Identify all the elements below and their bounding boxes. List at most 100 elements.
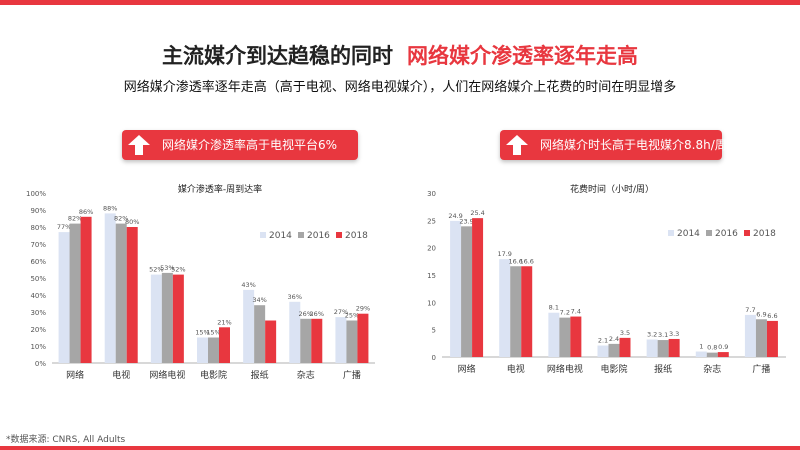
category-label: 广播: [752, 363, 770, 375]
bar-2018: [472, 218, 484, 357]
data-label: 86%: [79, 208, 93, 216]
data-label: 7.4: [571, 308, 581, 316]
bar-2014: [744, 314, 756, 357]
data-label: 52%: [149, 266, 163, 274]
page-title: 主流媒介到达趋稳的同时 网络媒介渗透率逐年走高: [0, 40, 800, 70]
data-label: 8.1: [549, 304, 559, 312]
y-tick-label: 20%: [30, 326, 46, 334]
category-label: 网络电视: [149, 369, 185, 381]
data-label: 52%: [171, 266, 185, 274]
bar-2018: [265, 320, 277, 363]
data-label: 3.2: [647, 331, 657, 339]
data-label: 3.5: [620, 329, 630, 337]
bar-2016: [510, 266, 522, 357]
bar-2014: [450, 220, 462, 357]
legend-swatch-2016: [298, 232, 304, 238]
category-label: 报纸: [251, 369, 269, 381]
banner-background: [500, 130, 722, 160]
time-spent-chart: 花费时间（小时/周） 0 5 10 15 20 25 30 24.923.925.4 网络 17.9…: [427, 183, 786, 375]
bar-2014: [335, 317, 347, 363]
bar-2016: [755, 319, 767, 357]
legend-label: 2018: [753, 229, 776, 239]
y-tick-label: 5: [432, 327, 436, 335]
data-label: 25%: [345, 312, 359, 320]
data-label: 16.6: [508, 257, 522, 265]
up-arrow-icon: [128, 135, 150, 155]
y-tick-label: 40%: [30, 292, 46, 300]
bar-2016: [559, 317, 571, 357]
data-label: 25.4: [470, 209, 484, 217]
data-label: 15%: [195, 329, 209, 337]
category-label: 报纸: [654, 363, 672, 375]
legend-label: 2016: [307, 231, 330, 241]
bar-2016: [461, 226, 473, 357]
bar-2014: [58, 232, 70, 363]
y-tick-label: 60%: [30, 258, 46, 266]
data-label: 7.7: [745, 306, 755, 314]
bar-2016: [254, 305, 266, 363]
data-label: 34%: [252, 296, 266, 304]
chart-title: 媒介渗透率-周到达率: [178, 183, 262, 195]
title-main: 主流媒介到达趋稳的同时: [162, 44, 393, 68]
category-label: 杂志: [703, 363, 721, 375]
y-tick-label: 15: [427, 272, 436, 280]
bar-2018: [570, 316, 582, 357]
bar-2014: [150, 274, 162, 363]
legend-swatch-2018: [336, 232, 342, 238]
data-label: 26%: [310, 310, 324, 318]
data-label: 26%: [299, 310, 313, 318]
data-label: 23.9: [459, 217, 473, 225]
bar-2014: [243, 289, 255, 363]
data-label: 43%: [241, 281, 255, 289]
category-label: 电视: [112, 369, 130, 381]
bar-2016: [161, 272, 173, 363]
data-label: 82%: [68, 215, 82, 223]
category-label: 电影院: [200, 369, 227, 381]
banner-time: 网络媒介时长高于电视媒介8.8h/周: [500, 130, 727, 160]
bar-2018: [172, 274, 184, 363]
bar-2014: [646, 339, 658, 357]
data-label: 16.6: [519, 257, 533, 265]
category-label: 电影院: [600, 363, 627, 375]
legend-label: 2018: [345, 231, 368, 241]
data-label: 77%: [57, 223, 71, 231]
category-label: 网络: [66, 369, 84, 381]
data-label: 6.9: [756, 310, 766, 318]
up-arrow-icon: [506, 135, 528, 155]
bar-2018: [766, 320, 778, 357]
category-label: 广播: [343, 369, 361, 381]
data-label: 0.8: [707, 344, 717, 352]
y-tick-label: 10%: [30, 343, 46, 351]
data-label: 17.9: [497, 250, 511, 258]
bar-2018: [311, 318, 323, 363]
category-label: 网络电视: [547, 363, 583, 375]
bar-2018: [668, 338, 680, 357]
bar-2014: [289, 301, 301, 363]
title-highlight: 网络媒介渗透率逐年走高: [407, 44, 638, 68]
bottom-accent-bar: [0, 446, 800, 450]
bar-2016: [608, 343, 620, 357]
bar-2014: [104, 213, 116, 363]
data-label: 80%: [125, 218, 139, 226]
category-label: 电视: [507, 363, 525, 375]
data-label: 24.9: [448, 212, 462, 220]
bar-2014: [695, 351, 707, 357]
data-label: 29%: [356, 305, 370, 313]
legend-label: 2014: [677, 229, 700, 239]
bar-2018: [521, 266, 533, 357]
banner-background: [122, 130, 358, 160]
y-tick-label: 30%: [30, 309, 46, 317]
y-tick-label: 90%: [30, 207, 46, 215]
legend-swatch-2016: [706, 230, 712, 236]
legend-swatch-2014: [260, 232, 266, 238]
y-tick-label: 100%: [26, 190, 46, 198]
bar-2018: [80, 216, 92, 363]
y-tick-label: 80%: [30, 224, 46, 232]
data-label: 7.2: [560, 309, 570, 317]
bar-2018: [357, 313, 369, 363]
banner-text: 网络媒介时长高于电视媒介8.8h/周: [540, 138, 727, 152]
y-tick-label: 10: [427, 299, 436, 307]
y-tick-label: 20: [427, 245, 436, 253]
bar-2016: [208, 337, 219, 363]
data-label: 3.1: [658, 331, 668, 339]
